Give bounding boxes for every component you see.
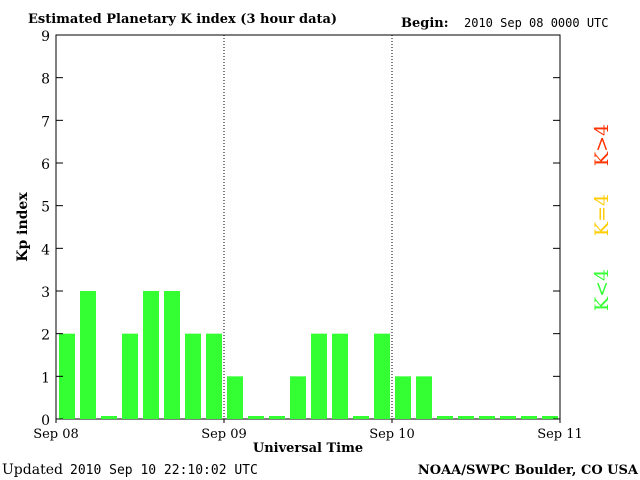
x-tick-label: Sep 09 [201,427,247,442]
legend-item: K>4 [591,124,613,166]
kp-bar [248,416,264,419]
kp-bar [227,376,243,419]
y-tick-label: 4 [41,242,50,258]
kp-bar [59,333,75,419]
x-axis-ticks: Sep 08 Sep 09 Sep 10 Sep 11 [33,419,583,442]
kp-bar [269,416,285,419]
kp-bar [521,416,537,419]
kp-bar [437,416,453,419]
kp-bar [143,291,159,419]
kp-bar [290,376,306,419]
begin-label: Begin: [401,16,449,31]
begin-value: 2010 Sep 08 0000 UTC [464,16,609,30]
legend: K<4 K=4 K>4 [591,124,613,311]
updated-value: 2010 Sep 10 22:10:02 UTC [70,463,258,478]
kp-bar [374,333,390,419]
x-axis-label: Universal Time [253,441,363,456]
kp-bar [542,416,558,419]
source-label: NOAA/SWPC Boulder, CO USA [418,463,639,478]
kp-bars [59,291,558,419]
y-tick-label: 6 [41,157,50,173]
kp-bar [185,333,201,419]
kp-bar [416,376,432,419]
legend-item: K<4 [591,269,613,311]
y-axis-ticks: 0 1 2 3 4 5 6 7 8 9 [41,29,560,429]
kp-bar [500,416,516,419]
legend-item: K=4 [591,194,613,236]
y-tick-label: 9 [41,29,50,45]
y-tick-label: 8 [41,72,50,88]
chart-title: Estimated Planetary K index (3 hour data… [28,12,337,27]
kp-bar [164,291,180,419]
kp-bar [122,333,138,419]
y-tick-label: 3 [41,285,50,301]
day-separators [223,35,393,419]
y-tick-label: 1 [41,370,50,386]
y-tick-label: 0 [41,413,50,429]
kp-bar [458,416,474,419]
plot-frame [55,34,561,420]
x-tick-label: Sep 10 [369,427,415,442]
kp-bar [101,416,117,419]
x-tick-label: Sep 11 [537,427,583,442]
y-tick-label: 2 [41,328,50,344]
kp-bar [80,291,96,419]
y-tick-label: 7 [41,114,50,130]
x-tick-label: Sep 08 [33,427,79,442]
kp-bar [206,333,222,419]
updated-label: Updated [2,462,63,478]
kp-bar [311,333,327,419]
kp-bar [395,376,411,419]
kp-bar [353,416,369,419]
y-axis-label: Kp index [15,192,31,262]
kp-bar [332,333,348,419]
y-tick-label: 5 [41,200,50,216]
kp-bar [479,416,495,419]
